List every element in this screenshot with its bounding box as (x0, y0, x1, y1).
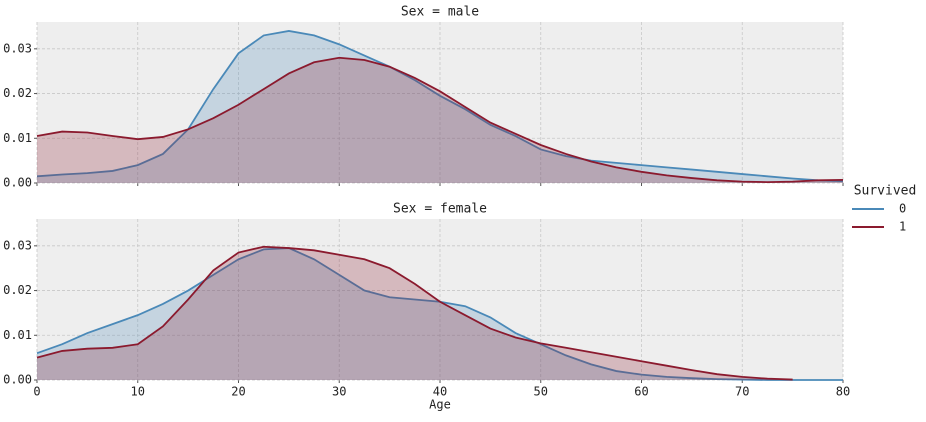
legend-label: 0 (899, 202, 906, 216)
x-tick-label: 40 (433, 385, 447, 399)
x-tick-label: 0 (33, 385, 40, 399)
x-tick-label: 60 (634, 385, 648, 399)
x-tick-label: 80 (836, 385, 850, 399)
y-tick-label: 0.00 (3, 176, 32, 190)
legend-label: 1 (899, 220, 906, 234)
x-tick-label: 30 (332, 385, 346, 399)
density-line (36, 56, 844, 184)
x-axis-label: Age (429, 398, 451, 412)
x-tick-label: 10 (131, 385, 145, 399)
y-tick-label: 0.02 (3, 86, 32, 100)
x-tick-label: 70 (735, 385, 749, 399)
density-line (36, 30, 844, 183)
density-area (37, 248, 843, 380)
y-tick-label: 0.00 (3, 373, 32, 387)
density-area (37, 30, 843, 184)
panel-title: Sex = female (393, 202, 487, 217)
x-tick-label: 50 (534, 385, 548, 399)
density-line (36, 245, 793, 381)
y-tick-label: 0.01 (3, 328, 32, 342)
x-tick-label: 20 (231, 385, 245, 399)
y-tick-label: 0.02 (3, 283, 32, 297)
density-area (37, 57, 843, 183)
panel-title: Sex = male (401, 5, 479, 20)
density-area (37, 246, 793, 380)
y-tick-label: 0.01 (3, 131, 32, 145)
y-tick-label: 0.03 (3, 238, 32, 252)
y-tick-label: 0.03 (3, 41, 32, 55)
legend-title: Survived (854, 184, 917, 199)
